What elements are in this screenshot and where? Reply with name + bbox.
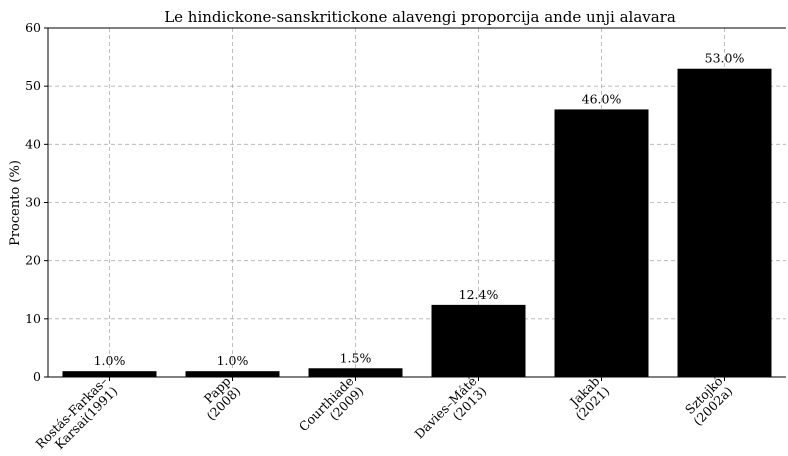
grid <box>48 28 786 377</box>
x-tick-label: Papp(2008) <box>201 373 244 423</box>
chart-title: Le hindickone-sanskritickone alavengi pr… <box>164 8 676 26</box>
x-tick-label: Davies–Máté(2013) <box>411 373 489 441</box>
y-tick-label: 0 <box>33 369 41 384</box>
bar-value-label: 53.0% <box>705 51 745 66</box>
bar-value-label: 46.0% <box>582 91 622 106</box>
bar <box>677 68 772 377</box>
y-tick-label: 30 <box>25 195 41 210</box>
bar <box>62 371 157 377</box>
y-tick-label: 50 <box>25 78 41 93</box>
x-ticks: Rostás-Farkas–Karsai(1991) Papp(2008) Cour… <box>32 373 736 452</box>
bar-value-label: 1.0% <box>94 353 126 368</box>
y-ticks: 0 10 20 30 40 50 60 <box>25 20 48 384</box>
y-axis-label: Procento (%) <box>8 160 23 246</box>
bar <box>185 371 280 377</box>
data-labels: 1.0% 1.0% 1.5% 12.4% 46.0% 53.0% <box>94 51 745 368</box>
bar <box>554 109 649 377</box>
y-tick-label: 20 <box>25 253 41 268</box>
axes <box>47 27 786 378</box>
y-tick-label: 10 <box>25 311 41 326</box>
bar <box>308 368 403 377</box>
bar <box>431 304 526 377</box>
x-tick-label: Courthiade(2009) <box>296 373 367 434</box>
y-tick-label: 40 <box>25 136 41 151</box>
bar-value-label: 12.4% <box>459 287 499 302</box>
bars <box>62 68 772 377</box>
bar-value-label: 1.5% <box>340 350 372 365</box>
x-tick-label: Sztojkó(2002a) <box>682 373 736 428</box>
y-tick-label: 60 <box>25 20 41 35</box>
bar-value-label: 1.0% <box>217 353 249 368</box>
x-tick-label: Rostás-Farkas–Karsai(1991) <box>32 373 120 452</box>
x-tick-label: Jakab(2021) <box>565 373 612 423</box>
